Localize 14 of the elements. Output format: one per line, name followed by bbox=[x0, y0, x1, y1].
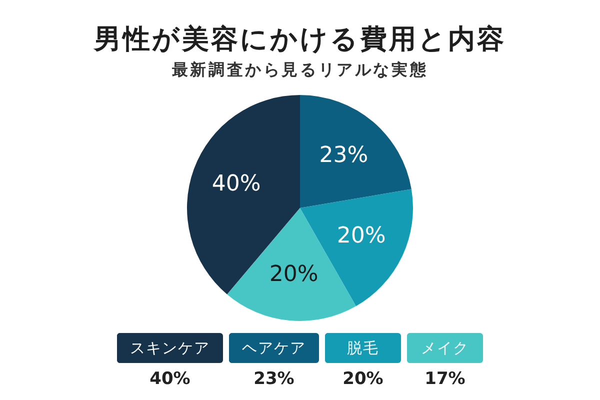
legend-label: メイク bbox=[421, 339, 469, 357]
legend-label: スキンケア bbox=[130, 339, 210, 357]
text: 17% bbox=[424, 369, 466, 389]
chart-subtitle: 最新調査から見るリアルな実態 bbox=[170, 59, 430, 81]
data-label: 40% bbox=[212, 171, 261, 196]
data-label: 20% bbox=[336, 224, 386, 249]
text: 23% bbox=[254, 369, 294, 389]
data-label: 23% bbox=[319, 142, 368, 168]
chart-title: 男性が美容にかける費用と内容 bbox=[92, 23, 507, 57]
text: 20% bbox=[342, 369, 384, 389]
legend-label: ヘアケア bbox=[242, 339, 306, 357]
data-label: 20% bbox=[269, 262, 318, 288]
text: 40% bbox=[150, 369, 190, 389]
legend-label: 脱毛 bbox=[347, 339, 379, 357]
